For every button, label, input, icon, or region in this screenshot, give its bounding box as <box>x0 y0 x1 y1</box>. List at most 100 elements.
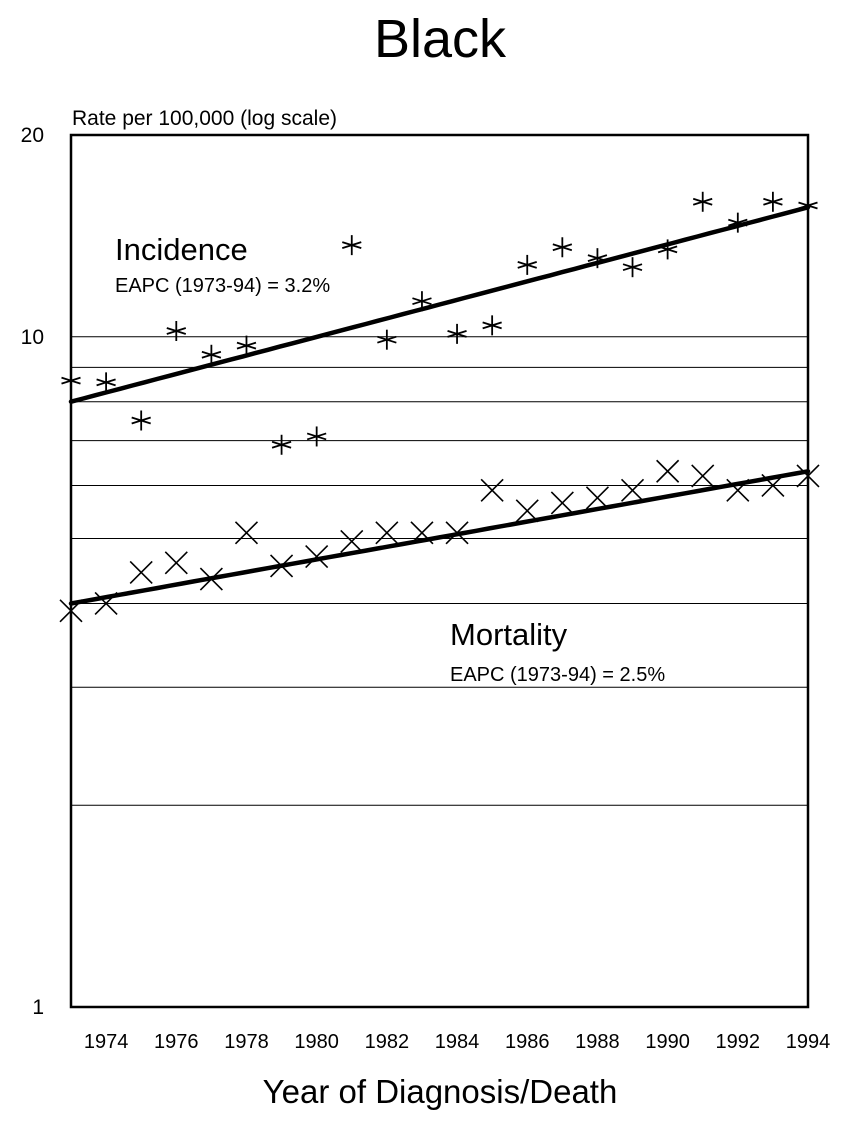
mortality-label: Mortality <box>450 617 568 652</box>
x-axis-label: Year of Diagnosis/Death <box>263 1073 618 1110</box>
mortality-point <box>691 464 715 488</box>
incidence-point <box>798 195 818 216</box>
marker-stroke <box>236 341 257 350</box>
incidence-point <box>96 372 116 393</box>
trend-lines <box>68 205 811 606</box>
marker-stroke <box>129 560 153 585</box>
marker-stroke <box>692 197 713 206</box>
incidence-point <box>622 257 643 278</box>
incidence-point <box>763 191 783 212</box>
plot-frame <box>69 133 810 1009</box>
mortality-point <box>726 478 750 502</box>
incidence-point <box>377 329 397 350</box>
marker-stroke <box>445 521 469 545</box>
incidence-point <box>587 248 608 269</box>
mortality-eapc: EAPC (1973-94) = 2.5% <box>450 664 665 686</box>
incidence-point <box>341 235 362 256</box>
y-tick-labels: 20 10 1 <box>21 124 44 1019</box>
x-tick-label: 1978 <box>224 1031 269 1053</box>
mortality-point <box>270 554 294 578</box>
marker-stroke <box>61 376 81 385</box>
incidence-eapc: EAPC (1973-94) = 3.2% <box>115 275 330 297</box>
marker-stroke <box>447 330 467 338</box>
marker-stroke <box>796 464 820 488</box>
incidence-point <box>201 344 222 365</box>
incidence-point <box>692 191 713 212</box>
mortality-point <box>234 521 259 545</box>
mortality-point <box>480 478 504 502</box>
marker-stroke <box>377 335 397 344</box>
mortality-point <box>656 459 680 483</box>
incidence-point <box>447 323 467 344</box>
x-tick-label: 1980 <box>294 1031 339 1053</box>
mortality-point <box>94 591 118 616</box>
y-tick-label: 10 <box>21 326 44 349</box>
x-tick-label: 1992 <box>716 1031 761 1053</box>
mortality-point <box>550 491 574 515</box>
x-tick-label: 1990 <box>645 1031 690 1053</box>
marker-stroke <box>234 521 259 545</box>
incidence-point <box>657 239 678 260</box>
x-tick-label: 1982 <box>365 1031 410 1053</box>
marker-stroke <box>340 529 364 554</box>
x-tick-label: 1974 <box>84 1031 129 1053</box>
y-tick-label: 1 <box>32 996 44 1019</box>
marker-stroke <box>691 464 715 488</box>
gridlines <box>71 336 808 806</box>
incidence-point <box>61 370 81 391</box>
incidence-point <box>552 237 573 258</box>
incidence-point <box>728 212 748 233</box>
marker-stroke <box>375 521 399 545</box>
incidence-point <box>271 434 292 455</box>
x-tick-label: 1986 <box>505 1031 550 1053</box>
incidence-point <box>412 291 432 312</box>
marker-stroke <box>341 241 362 249</box>
marker-stroke <box>270 554 294 578</box>
marker-stroke <box>59 599 83 623</box>
y-tick-label: 20 <box>21 124 44 147</box>
marker-stroke <box>620 478 645 502</box>
marker-stroke <box>305 544 329 569</box>
marker-stroke <box>271 440 292 449</box>
marker-stroke <box>550 491 574 515</box>
marker-stroke <box>657 245 678 254</box>
mortality-point <box>164 551 188 575</box>
incidence-point <box>306 426 327 447</box>
incidence-point <box>482 315 502 336</box>
marker-stroke <box>552 243 573 252</box>
marker-stroke <box>585 486 609 510</box>
mortality-point <box>445 521 469 545</box>
marker-stroke <box>166 327 187 335</box>
mortality-point <box>340 529 364 554</box>
marker-stroke <box>131 416 151 425</box>
incidence-point <box>166 320 187 341</box>
marker-stroke <box>480 478 504 502</box>
incidence-point <box>517 254 538 275</box>
marker-stroke <box>412 297 432 306</box>
marker-stroke <box>656 459 680 483</box>
marker-stroke <box>164 551 188 575</box>
marker-stroke <box>728 218 748 227</box>
y-axis-label: Rate per 100,000 (log scale) <box>72 107 337 130</box>
marker-stroke <box>306 432 327 441</box>
x-tick-labels: 1974 1976 1978 1980 1982 1984 1986 1988 1990 1992… <box>84 1031 830 1053</box>
incidence-point <box>131 410 151 431</box>
mortality-point <box>410 521 434 545</box>
marker-stroke <box>96 378 116 387</box>
mortality-point <box>59 599 83 623</box>
incidence-label: Incidence <box>115 232 248 267</box>
mortality-point <box>375 521 399 545</box>
x-tick-label: 1994 <box>786 1031 831 1053</box>
incidence-trend-line <box>68 205 811 404</box>
marker-stroke <box>482 321 502 330</box>
mortality-point <box>620 478 645 502</box>
marker-stroke <box>94 591 118 616</box>
mortality-point <box>761 473 785 498</box>
marker-stroke <box>726 478 750 502</box>
mortality-point <box>796 464 820 488</box>
incidence-point <box>236 335 257 356</box>
marker-stroke <box>798 201 818 210</box>
marker-stroke <box>761 473 785 498</box>
marker-stroke <box>622 263 643 272</box>
